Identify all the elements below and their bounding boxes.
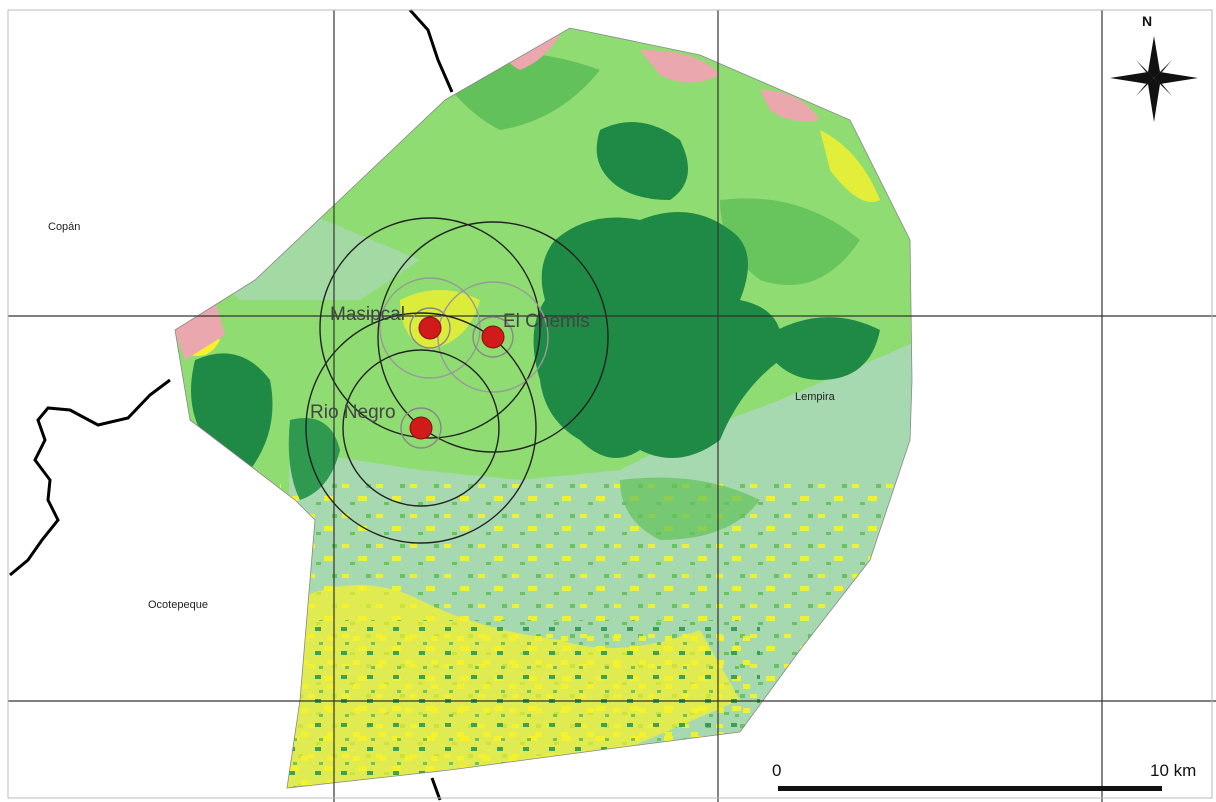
north-arrow-label: N [1142, 13, 1152, 29]
map-grid [8, 10, 1216, 802]
region-label-ocotepeque: Ocotepeque [148, 599, 208, 611]
scale-bar-start: 0 [772, 761, 781, 780]
site-buffers [305, 217, 609, 544]
department-border-south [430, 777, 442, 801]
site-label-rio-negro: Rio Negro [310, 402, 396, 423]
site-marker-rio-negro[interactable] [409, 416, 433, 440]
north-arrow: N [1110, 13, 1198, 122]
region-label-copan: Copán [48, 221, 80, 233]
land-cover-area [175, 28, 912, 788]
site-label-masipcal: Masipcal [330, 304, 405, 325]
department-border-west [9, 378, 171, 577]
study-area-boundary [174, 27, 913, 789]
scale-bar-end: 10 km [1150, 761, 1196, 780]
scale-bar: 0 10 km [772, 761, 1196, 791]
department-border-north [408, 8, 454, 93]
site-marker-el-chemis[interactable] [481, 325, 505, 349]
site-label-el-chemis: El Chemis [503, 311, 590, 332]
site-marker-masipcal[interactable] [418, 316, 442, 340]
region-label-lempira: Lempira [795, 391, 836, 403]
map-frame [7, 9, 1213, 799]
